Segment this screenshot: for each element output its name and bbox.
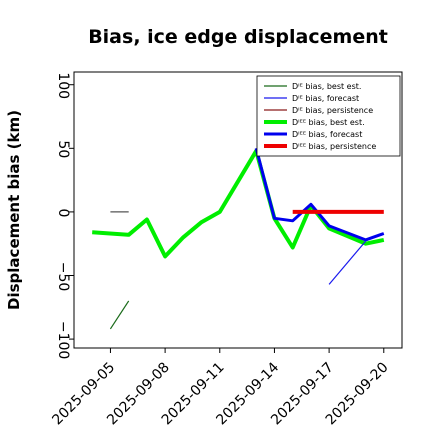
series-line xyxy=(92,148,385,259)
series-line xyxy=(254,147,385,242)
y-axis-label: Displacement bias (km) xyxy=(5,110,23,310)
y-tick-label: −100 xyxy=(55,321,71,359)
legend-label: Dᴵᴱ bias, forecast xyxy=(292,94,359,103)
legend-box xyxy=(256,75,401,157)
series-line xyxy=(109,300,130,330)
y-tick-label: 100 xyxy=(55,72,71,99)
y-tick-label: 0 xyxy=(55,208,71,217)
series-line xyxy=(328,240,367,285)
chart-title: Bias, ice edge displacement xyxy=(88,26,388,48)
legend-label: Dᴵᴱᴱ bias, forecast xyxy=(292,130,362,139)
legend-label: Dᴵᴱᴱ bias, persistence xyxy=(292,142,376,151)
legend-label: Dᴵᴱ bias, persistence xyxy=(292,106,373,115)
y-tick-label: 50 xyxy=(55,140,71,158)
legend-label: Dᴵᴱᴱ bias, best est. xyxy=(292,118,365,127)
y-tick-label: −50 xyxy=(55,262,71,292)
legend-label: Dᴵᴱ bias, best est. xyxy=(292,82,361,91)
plot-frame xyxy=(73,71,403,349)
